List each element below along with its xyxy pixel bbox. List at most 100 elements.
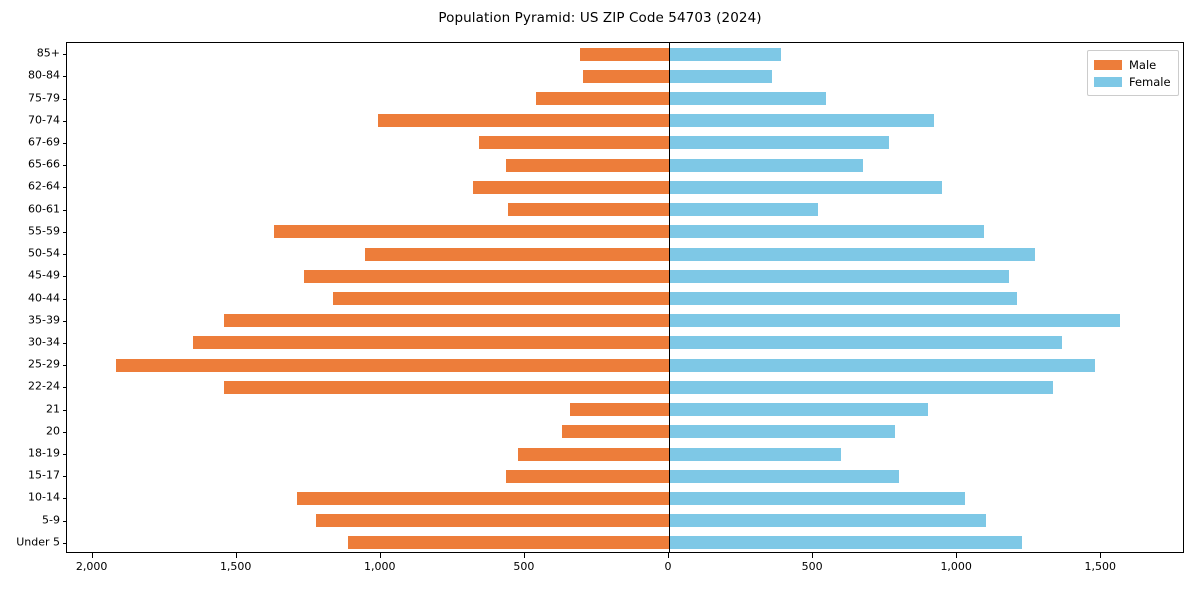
y-axis-tick-label: 18-19 — [28, 446, 60, 460]
bar-male — [304, 269, 669, 283]
bar-row — [67, 136, 1183, 150]
bar-female — [670, 47, 781, 61]
bar-female — [670, 269, 1009, 283]
y-axis-tick-label: 22-24 — [28, 379, 60, 393]
x-axis-tick — [812, 553, 814, 558]
y-axis-tick-label: 75-79 — [28, 91, 60, 105]
y-axis-tick-label: 67-69 — [28, 135, 60, 149]
x-axis-tick — [91, 553, 93, 558]
page-title: Population Pyramid: US ZIP Code 54703 (2… — [438, 10, 762, 26]
y-axis-tick — [63, 365, 67, 367]
zero-axis-line — [669, 43, 670, 552]
y-axis-tick — [63, 98, 67, 100]
y-axis-tick — [63, 120, 67, 122]
y-axis-tick-label: 40-44 — [28, 291, 60, 304]
y-axis-tick — [63, 76, 67, 78]
bar-row — [67, 469, 1183, 483]
x-axis-tick-label: 500 — [513, 560, 535, 573]
y-axis-tick-label: 20 — [46, 424, 60, 438]
bar-male — [536, 92, 669, 106]
bar-male — [274, 225, 669, 239]
x-axis-labels: 2,000 1,500 1,000 500 0 500 1,000 1,500 — [66, 560, 1184, 580]
bar-female — [670, 536, 1022, 550]
y-axis-tick-label: 80-84 — [28, 68, 60, 82]
x-axis-tick — [1100, 553, 1102, 558]
x-axis-tick-label: 1,000 — [940, 560, 972, 573]
bar-male — [507, 203, 669, 217]
bar-row — [67, 114, 1183, 128]
y-axis-tick — [63, 320, 67, 322]
y-axis-tick — [63, 542, 67, 544]
bar-row — [67, 314, 1183, 328]
bar-male — [579, 47, 669, 61]
x-axis-tick-label: 500 — [801, 560, 823, 573]
y-axis-tick-label: 5-9 — [42, 513, 60, 527]
bar-row — [67, 536, 1183, 550]
bar-row — [67, 380, 1183, 394]
bar-male — [223, 314, 669, 328]
bar-female — [670, 136, 890, 150]
y-axis-tick — [63, 187, 67, 189]
y-axis-tick-label: 45-49 — [28, 268, 60, 282]
x-axis-tick-label: 2,000 — [75, 560, 108, 573]
plot-area — [63, 42, 1184, 553]
legend-swatch — [1094, 59, 1122, 70]
legend-label: Female — [1129, 74, 1171, 89]
bar-female — [670, 292, 1018, 305]
bar-female — [670, 203, 819, 217]
y-axis-tick-label: Under 5 — [16, 535, 60, 549]
y-axis-tick-label: 30-34 — [28, 335, 60, 349]
y-axis-tick — [63, 342, 67, 344]
y-axis-tick — [63, 209, 67, 211]
y-axis-tick — [63, 476, 67, 478]
y-axis-tick — [63, 498, 67, 500]
x-axis-tick — [668, 553, 669, 558]
bar-male — [506, 469, 669, 483]
y-axis-tick-label: 62-64 — [28, 179, 60, 193]
bar-row — [67, 403, 1183, 417]
bar-female — [670, 403, 928, 417]
bars-container — [63, 43, 1183, 552]
bar-male — [506, 158, 669, 172]
x-axis-tick-label: 1,500 — [219, 560, 252, 573]
legend-item[interactable]: Female — [1094, 73, 1172, 90]
y-axis-tick — [63, 520, 67, 522]
bar-female — [670, 425, 895, 439]
bar-male — [377, 114, 669, 128]
y-axis-tick — [63, 298, 67, 300]
bar-row — [67, 203, 1183, 217]
bar-row — [67, 47, 1183, 61]
y-axis-tick-label: 21 — [46, 402, 60, 416]
y-axis-tick — [63, 387, 67, 389]
bar-female — [670, 491, 966, 505]
y-axis-tick-label: 15-17 — [28, 468, 60, 482]
bar-female — [670, 180, 943, 194]
bar-row — [67, 69, 1183, 83]
y-axis-labels: 85+ 80-84 75-79 70-74 67-69 65-66 62-64 60-61 55… — [0, 42, 60, 553]
y-axis-tick — [63, 454, 67, 456]
bar-male — [315, 514, 669, 528]
bar-row — [67, 514, 1183, 528]
bar-row — [67, 247, 1183, 261]
y-axis-tick — [63, 231, 67, 233]
legend-item[interactable]: Male — [1094, 56, 1172, 73]
x-axis-ticks — [66, 553, 1184, 559]
bar-male — [517, 447, 669, 461]
y-axis-tick — [63, 254, 67, 256]
bar-female — [670, 447, 842, 461]
bar-male — [333, 292, 669, 305]
x-axis-tick-label: 1,500 — [1084, 560, 1117, 573]
y-axis-tick — [63, 276, 67, 278]
y-axis-tick — [63, 142, 67, 144]
bar-male — [569, 403, 669, 417]
bar-row — [67, 336, 1183, 350]
bar-row — [67, 180, 1183, 194]
bar-row — [67, 225, 1183, 239]
x-axis-tick — [956, 553, 958, 558]
bar-female — [670, 225, 985, 239]
bar-row — [67, 292, 1183, 305]
bar-row — [67, 269, 1183, 283]
bar-female — [670, 314, 1120, 328]
bar-row — [67, 447, 1183, 461]
